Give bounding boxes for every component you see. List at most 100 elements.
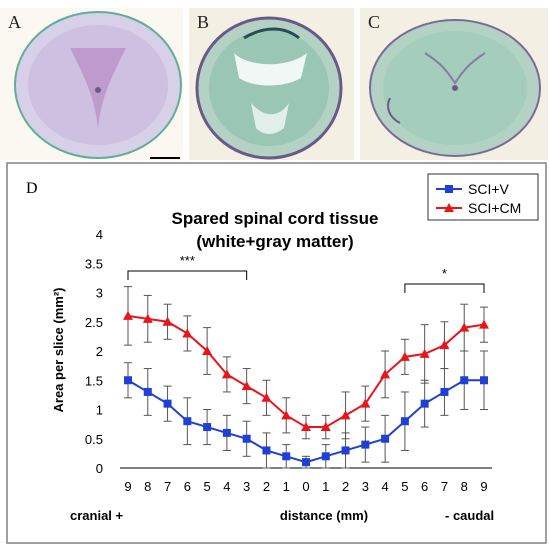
series-layer (123, 286, 489, 469)
data-point (142, 313, 153, 323)
data-point (360, 398, 371, 408)
series-SCI+V (124, 350, 488, 469)
chart-frame (6, 162, 547, 544)
data-point (221, 369, 232, 379)
data-point (480, 376, 488, 385)
data-point (361, 440, 370, 449)
x-tick-label: 5 (401, 479, 408, 494)
data-point (282, 452, 291, 461)
data-point (419, 348, 430, 358)
x-tick-label: 5 (203, 479, 210, 494)
legend-label-scicm: SCI+CM (468, 200, 521, 216)
data-point (262, 446, 271, 455)
chart-title-line2: (white+gray matter) (196, 232, 353, 251)
x-tick-label: 3 (362, 479, 369, 494)
series-SCI+CM (123, 286, 489, 440)
data-point (439, 340, 450, 350)
y-tick-label: 0.5 (85, 432, 103, 447)
panel-a-label: A (8, 12, 21, 32)
data-point (281, 410, 292, 420)
data-point (440, 387, 449, 396)
x-tick-label: 7 (441, 479, 448, 494)
y-axis-ticks: 0 0.5 1 1.5 2 2.5 3 3.5 4 (85, 227, 103, 476)
data-point (400, 417, 409, 426)
y-tick-label: 3 (96, 286, 103, 301)
chart-legend: SCI+V SCI+CM (427, 173, 539, 221)
data-point (222, 428, 231, 437)
y-tick-label: 4 (96, 227, 103, 242)
significance-brackets: **** (127, 253, 485, 293)
panel-b-photo: B (189, 8, 354, 160)
panel-a-photo: A (0, 8, 183, 160)
data-point (261, 392, 272, 402)
panel-b-section-image (189, 8, 354, 160)
x-tick-label: 4 (381, 479, 388, 494)
data-point (399, 351, 410, 361)
chart-title-line1: Spared spinal cord tissue (172, 209, 379, 228)
legend-marker-scicm (444, 203, 454, 212)
y-tick-label: 1.5 (85, 373, 103, 388)
x-tick-label: 2 (263, 479, 270, 494)
x-tick-label: 3 (243, 479, 250, 494)
significance-marker: *** (180, 253, 195, 268)
y-axis-label: Area per slice (mm²) (51, 288, 66, 413)
x-tick-label: 6 (184, 479, 191, 494)
data-point (202, 346, 213, 355)
x-tick-label: 9 (124, 479, 131, 494)
y-tick-label: 3.5 (85, 256, 103, 271)
panel-d-label: D (26, 180, 38, 197)
data-point (340, 410, 351, 420)
data-point (163, 399, 172, 408)
data-point (182, 328, 193, 338)
significance-marker: * (442, 266, 447, 281)
x-tick-label: 7 (164, 479, 171, 494)
panel-a-section-image (0, 8, 183, 160)
data-point (301, 422, 311, 432)
legend-marker-scibv (445, 185, 453, 193)
y-tick-label: 2 (96, 344, 103, 359)
x-tick-label: 0 (302, 479, 309, 494)
panel-c-photo: C (360, 8, 548, 160)
data-point (320, 422, 331, 432)
y-tick-label: 1 (96, 403, 103, 418)
x-label-cranial: cranial + (70, 508, 124, 523)
data-point (123, 310, 133, 320)
significance-bracket (404, 283, 485, 293)
x-tick-label: 8 (144, 479, 151, 494)
x-tick-label: 1 (322, 479, 329, 494)
data-point (459, 322, 470, 332)
x-label-distance: distance (mm) (280, 508, 368, 523)
y-tick-label: 2.5 (85, 315, 103, 330)
panel-c-label: C (368, 12, 381, 32)
data-point (420, 399, 429, 408)
series-line (127, 314, 485, 429)
data-point (341, 446, 350, 455)
data-point (143, 387, 152, 396)
x-tick-label: 9 (480, 479, 487, 494)
data-point (241, 381, 252, 391)
data-point (302, 458, 310, 467)
panel-b-label: B (197, 12, 210, 32)
x-tick-label: 6 (421, 479, 428, 494)
data-point (124, 376, 132, 385)
significance-bracket (127, 270, 248, 280)
data-point (183, 417, 192, 426)
panel-c-section-image (360, 8, 548, 160)
x-tick-label: 1 (283, 479, 290, 494)
data-point (162, 316, 173, 326)
x-tick-label: 4 (223, 479, 230, 494)
data-point (460, 376, 469, 385)
data-point (242, 434, 251, 443)
data-point (203, 423, 212, 432)
x-tick-label: 8 (461, 479, 468, 494)
x-tick-label: 2 (342, 479, 349, 494)
legend-box (427, 173, 539, 221)
data-point (380, 369, 391, 379)
data-point (479, 319, 489, 329)
data-point (321, 452, 330, 461)
y-tick-label: 0 (96, 461, 103, 476)
x-label-caudal: - caudal (445, 508, 494, 523)
data-point (381, 434, 390, 443)
